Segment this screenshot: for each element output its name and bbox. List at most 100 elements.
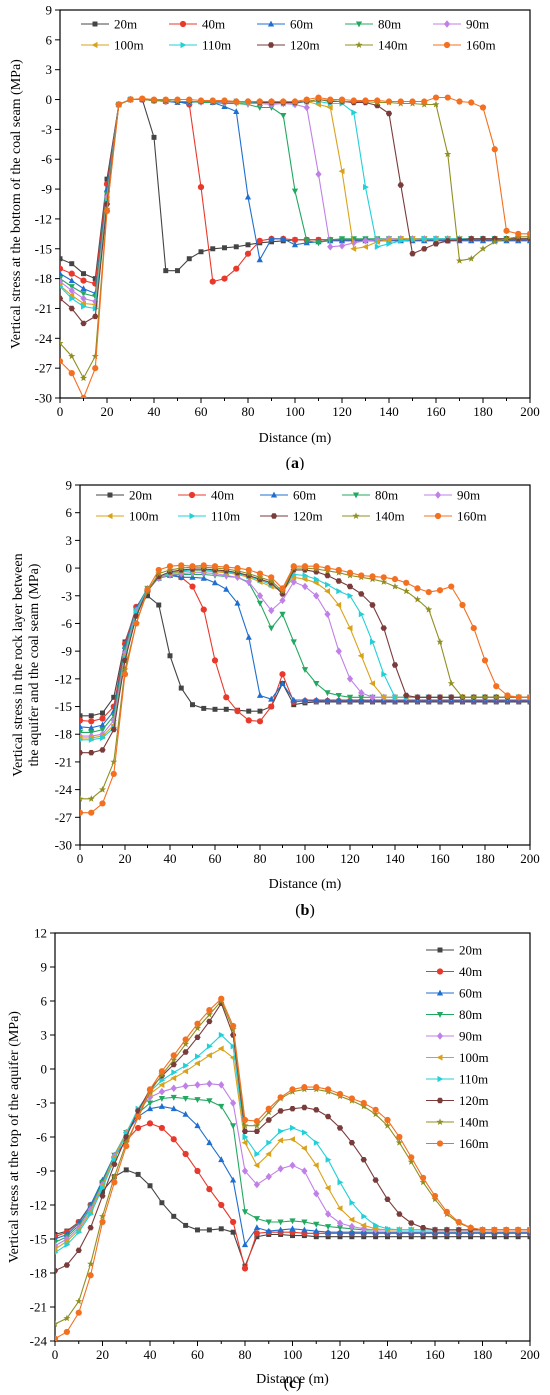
legend-marker bbox=[106, 512, 113, 520]
legend-item: 160m bbox=[424, 509, 487, 524]
x-tick-label: 140 bbox=[385, 851, 405, 866]
data-point bbox=[301, 1129, 308, 1136]
data-point bbox=[92, 276, 98, 282]
data-point bbox=[338, 168, 345, 175]
data-point bbox=[163, 268, 169, 274]
data-point bbox=[277, 1137, 284, 1144]
data-point bbox=[468, 99, 475, 106]
y-tick-label: 6 bbox=[46, 32, 53, 47]
data-point bbox=[194, 1122, 201, 1129]
y-tick-label: -15 bbox=[55, 699, 72, 714]
y-tick-label: -27 bbox=[55, 810, 73, 825]
data-point bbox=[182, 1068, 189, 1075]
data-point bbox=[171, 1069, 178, 1076]
data-point bbox=[337, 1234, 343, 1240]
data-point bbox=[504, 692, 511, 699]
data-point bbox=[346, 625, 353, 632]
data-point bbox=[123, 1142, 130, 1150]
data-point bbox=[223, 585, 230, 592]
data-point bbox=[234, 708, 241, 715]
data-point bbox=[279, 671, 286, 678]
data-point bbox=[233, 98, 240, 105]
data-point bbox=[391, 662, 399, 668]
data-point bbox=[68, 370, 75, 377]
x-tick-label: 120 bbox=[330, 1347, 350, 1362]
data-point bbox=[110, 1172, 118, 1180]
data-point bbox=[335, 693, 342, 699]
data-point bbox=[338, 242, 346, 250]
legend-label: 160m bbox=[466, 38, 496, 53]
legend-item: 140m bbox=[345, 38, 408, 53]
data-point bbox=[493, 683, 500, 690]
legend-marker bbox=[436, 1032, 444, 1040]
data-point bbox=[491, 238, 499, 245]
data-point bbox=[218, 1081, 225, 1089]
data-point bbox=[324, 588, 330, 595]
y-tick-label: -12 bbox=[30, 1198, 47, 1213]
data-point bbox=[121, 649, 129, 657]
data-point bbox=[151, 134, 157, 140]
legend-item: 80m bbox=[342, 488, 398, 503]
y-tick-label: -9 bbox=[61, 644, 72, 659]
legend-label: 60m bbox=[290, 17, 313, 32]
data-point bbox=[414, 595, 421, 603]
data-point bbox=[403, 692, 410, 699]
data-point bbox=[385, 1234, 390, 1240]
y-tick-label: -21 bbox=[30, 1300, 47, 1315]
legend-marker bbox=[434, 512, 442, 520]
data-point bbox=[99, 721, 106, 728]
legend-item: 110m bbox=[169, 38, 231, 53]
legend-marker bbox=[180, 41, 187, 49]
data-point bbox=[244, 193, 252, 200]
data-point bbox=[211, 579, 219, 586]
y-tick-label: -24 bbox=[35, 331, 53, 346]
panel-label-paren: ( bbox=[284, 1375, 289, 1392]
data-point bbox=[347, 592, 354, 599]
data-point bbox=[479, 245, 487, 252]
legend-label: 120m bbox=[293, 509, 323, 524]
data-point bbox=[241, 1209, 249, 1216]
data-point bbox=[279, 611, 286, 618]
data-point bbox=[241, 1128, 249, 1134]
data-point bbox=[122, 1138, 130, 1146]
x-tick-label: 0 bbox=[77, 851, 84, 866]
data-point bbox=[373, 1222, 379, 1229]
data-point bbox=[155, 569, 163, 577]
x-tick-label: 0 bbox=[57, 404, 64, 419]
data-point bbox=[313, 1084, 320, 1091]
legend-item: 120m bbox=[257, 38, 320, 53]
data-point bbox=[301, 576, 308, 583]
data-point bbox=[436, 587, 444, 594]
series-160m bbox=[60, 94, 530, 398]
legend-label: 100m bbox=[129, 509, 159, 524]
data-point bbox=[279, 596, 286, 605]
data-point bbox=[223, 694, 230, 701]
data-point bbox=[233, 108, 240, 114]
data-point bbox=[350, 245, 357, 252]
series-20m bbox=[55, 1167, 530, 1269]
data-point bbox=[63, 1314, 71, 1322]
y-tick-label: 0 bbox=[46, 92, 53, 107]
data-point bbox=[241, 1121, 249, 1129]
series-line bbox=[60, 96, 530, 398]
data-point bbox=[336, 1125, 344, 1131]
data-point bbox=[408, 1226, 415, 1233]
data-point bbox=[384, 1116, 391, 1124]
y-tick-label: -6 bbox=[36, 1130, 47, 1145]
y-tick-label: 6 bbox=[66, 505, 73, 520]
data-point bbox=[407, 1158, 415, 1165]
data-point bbox=[170, 1061, 177, 1068]
data-point bbox=[384, 1121, 391, 1129]
data-point bbox=[301, 1145, 307, 1152]
x-tick-label: 80 bbox=[254, 851, 267, 866]
legend-label: 160m bbox=[459, 1136, 489, 1151]
data-point bbox=[245, 578, 252, 586]
data-point bbox=[75, 1247, 82, 1253]
data-point bbox=[121, 671, 129, 678]
legend-marker bbox=[107, 492, 113, 498]
series-120m bbox=[60, 96, 530, 327]
y-tick-label: 3 bbox=[66, 533, 73, 548]
data-point bbox=[503, 1234, 509, 1240]
data-point bbox=[80, 795, 84, 802]
data-point bbox=[350, 97, 357, 104]
